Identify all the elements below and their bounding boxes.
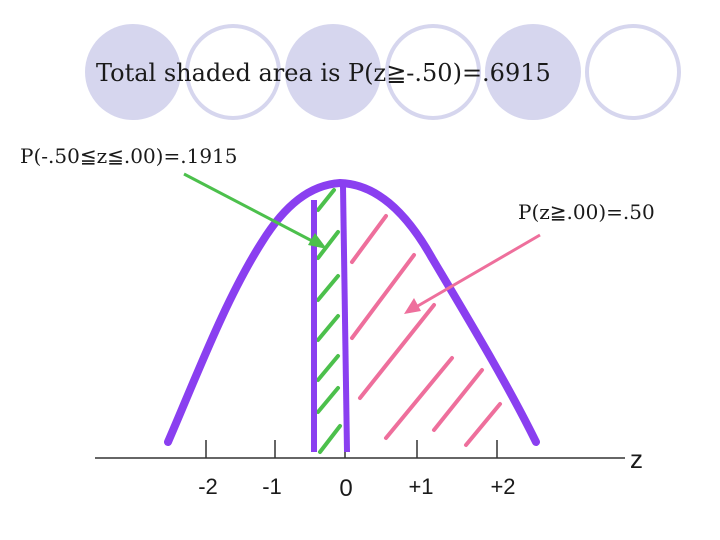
right-region-hatch bbox=[350, 214, 502, 447]
tick-label: +2 bbox=[490, 474, 515, 499]
tick-labels: -2 -1 0 +1 +2 bbox=[198, 474, 515, 502]
left-region-hatch bbox=[316, 188, 342, 454]
tick-label: -1 bbox=[262, 474, 282, 499]
pink-arrow-icon bbox=[404, 233, 541, 314]
z-zero-boundary bbox=[340, 185, 350, 453]
green-arrow-icon bbox=[183, 172, 327, 249]
bell-curve bbox=[164, 178, 540, 446]
tick-label: 0 bbox=[339, 475, 352, 502]
tick-label: +1 bbox=[408, 474, 433, 499]
axis-variable-label: z bbox=[630, 444, 643, 474]
tick-label: -2 bbox=[198, 474, 218, 499]
left-region-label: P(-.50≦z≦.00)=.1915 bbox=[20, 144, 238, 168]
title-decoration bbox=[85, 24, 681, 120]
axis-tick-marks bbox=[205, 440, 498, 458]
right-region-label: P(z≧.00)=.50 bbox=[518, 200, 655, 224]
diagram-title: Total shaded area is P(z≧-.50)=.6915 bbox=[96, 59, 551, 87]
